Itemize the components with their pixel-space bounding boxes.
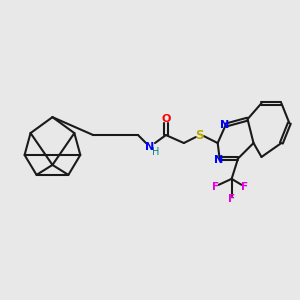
Text: N: N [220, 120, 229, 130]
Text: N: N [214, 155, 223, 165]
Text: S: S [196, 129, 204, 142]
Text: H: H [152, 147, 160, 157]
Text: F: F [228, 194, 235, 204]
Text: F: F [241, 182, 248, 192]
Text: F: F [212, 182, 219, 192]
Text: N: N [146, 142, 154, 152]
Text: O: O [161, 114, 171, 124]
